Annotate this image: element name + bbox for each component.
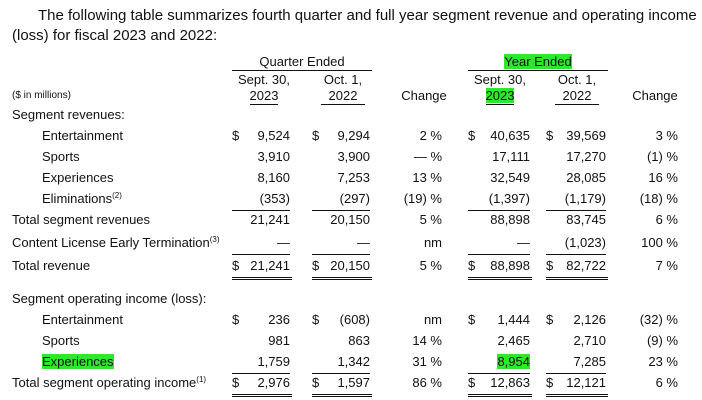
section-opinc: Segment operating income (loss): (0, 288, 702, 310)
section-revenues: Segment revenues: (0, 104, 702, 126)
table-row: Sports 981 863 14 % 2,465 2,710 (9) % (42, 333, 678, 348)
table-row: Sports 3,910 3,900 — % 17,111 17,270 (1)… (42, 149, 678, 164)
table-row: Entertainment $ 236 $ (608) nm $ 1,444 $… (42, 312, 678, 327)
col-y-change: Change (632, 88, 678, 103)
year-2023-highlight: 2023 (485, 88, 515, 103)
units-row: ($ in millions) (0, 85, 702, 107)
col-q-change: Change (401, 88, 447, 103)
experiences-highlight: Experiences (42, 354, 114, 369)
table-row: Total segment operating income(1) $2,976… (0, 372, 702, 397)
table-row: Experiences 1,759 1,342 31 % 8,954 7,285… (0, 351, 702, 374)
col-y-2023: Sept. 30, 2023 (473, 72, 527, 105)
col-q-2022: Oct. 1, 2022 (312, 72, 374, 105)
section-opinc-label: Segment operating income (loss): (12, 291, 207, 306)
table-row: Eliminations(2) (353) (297) (19) % (1,39… (0, 188, 702, 211)
col-y-2022: Oct. 1, 2022 (546, 72, 608, 105)
table-row: Total revenue $21,241 $20,150 5 % $88,89… (0, 255, 702, 280)
year-ended-highlight: Year Ended (504, 54, 572, 69)
units-label: ($ in millions) (12, 90, 71, 101)
table-row: Content License Early Termination(3) — —… (0, 232, 702, 255)
quarter-ended-header: Quarter Ended (232, 53, 372, 71)
table-row: Experiences 8,160 7,253 13 % 32,549 28,0… (42, 170, 678, 185)
col-q-2023: Sept. 30, 2023 (237, 72, 291, 105)
year-ended-header: Year Ended (468, 53, 608, 71)
table-row: Total segment revenues 21,241 20,150 5 %… (12, 212, 678, 227)
section-revenues-label: Segment revenues: (12, 107, 125, 122)
intro-paragraph: The following table summarizes fourth qu… (12, 7, 697, 44)
table-row: Entertainment $ 9,524 $ 9,294 2 % $ 40,6… (42, 128, 678, 143)
experiences-value-highlight: 8,954 (497, 354, 530, 369)
